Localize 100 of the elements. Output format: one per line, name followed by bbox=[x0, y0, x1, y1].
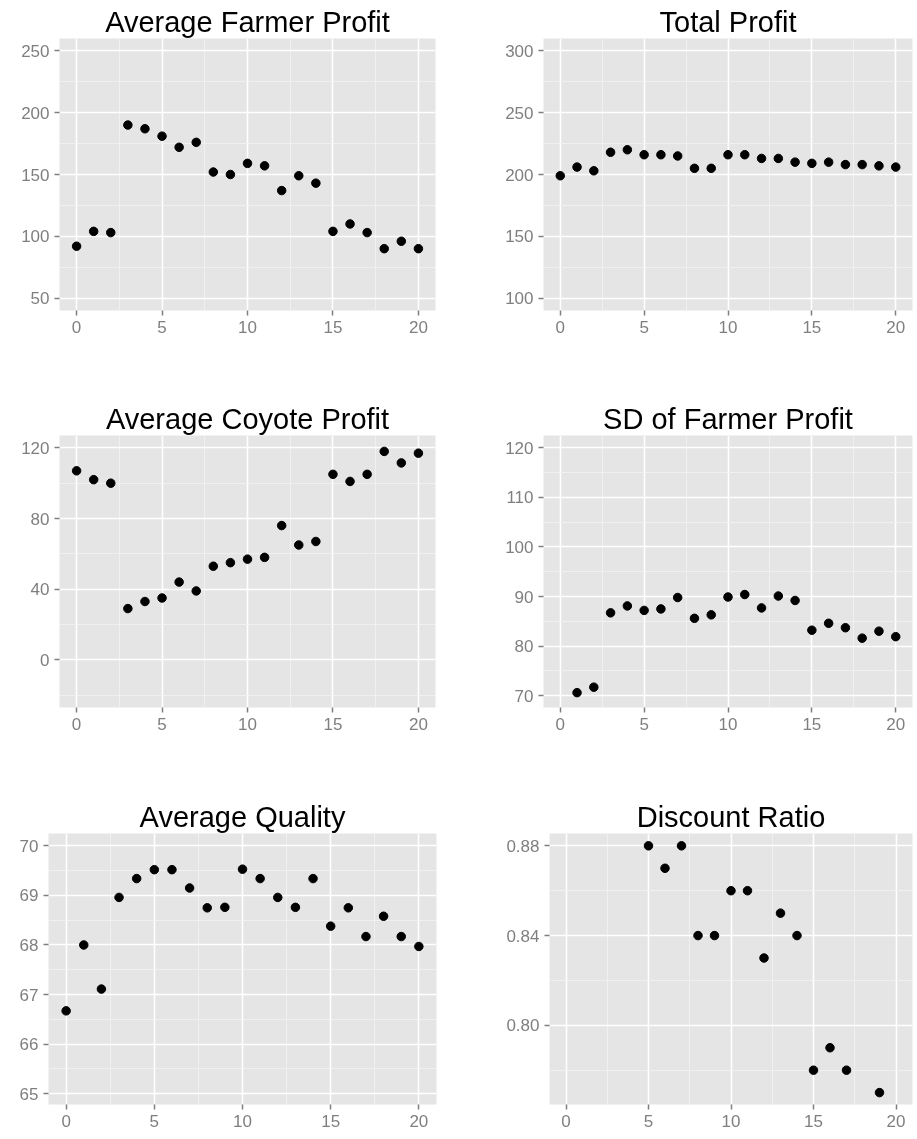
point bbox=[220, 902, 230, 913]
x-tick-label: 20 bbox=[409, 1111, 429, 1131]
point bbox=[157, 593, 167, 603]
chart-title: Average Farmer Profit bbox=[105, 6, 390, 38]
point bbox=[396, 931, 406, 942]
point bbox=[140, 124, 150, 134]
point bbox=[857, 159, 867, 170]
point bbox=[605, 608, 616, 618]
point bbox=[396, 236, 407, 247]
point bbox=[790, 157, 800, 167]
point bbox=[693, 930, 703, 941]
x-tick-label: 5 bbox=[643, 1111, 654, 1131]
point bbox=[191, 586, 201, 596]
point bbox=[413, 448, 424, 458]
y-tick-label: 0.84 bbox=[506, 926, 540, 946]
point bbox=[807, 158, 817, 169]
point bbox=[311, 178, 321, 188]
point bbox=[706, 610, 716, 620]
point bbox=[773, 591, 784, 601]
point bbox=[225, 557, 236, 568]
x-tick-label: 0 bbox=[561, 1111, 571, 1131]
point bbox=[726, 885, 736, 896]
point bbox=[345, 219, 355, 229]
point bbox=[140, 596, 150, 607]
point bbox=[808, 1065, 819, 1075]
point bbox=[672, 592, 683, 603]
point bbox=[259, 161, 270, 171]
point bbox=[742, 885, 753, 896]
point bbox=[237, 864, 248, 874]
point bbox=[242, 554, 253, 564]
y-tick-label: 110 bbox=[506, 488, 534, 508]
point bbox=[191, 137, 201, 148]
point bbox=[123, 603, 133, 614]
x-tick-label: 10 bbox=[718, 714, 738, 734]
point bbox=[208, 167, 219, 177]
point bbox=[413, 243, 424, 254]
y-tick-label: 90 bbox=[514, 587, 534, 607]
point bbox=[106, 478, 116, 488]
point bbox=[174, 577, 184, 587]
y-tick-label: 68 bbox=[19, 935, 39, 955]
point bbox=[773, 153, 784, 164]
point bbox=[740, 589, 750, 600]
point bbox=[775, 908, 786, 918]
y-tick-label: 250 bbox=[21, 41, 50, 61]
point bbox=[874, 1087, 885, 1098]
point bbox=[276, 520, 287, 531]
x-tick-label: 15 bbox=[802, 714, 822, 734]
x-tick-label: 5 bbox=[157, 714, 167, 734]
y-tick-label: 200 bbox=[505, 165, 534, 185]
x-tick-label: 0 bbox=[555, 317, 566, 337]
y-tick-label: 250 bbox=[505, 103, 534, 123]
point bbox=[378, 911, 389, 921]
x-tick-label: 10 bbox=[721, 1111, 741, 1131]
point bbox=[823, 157, 834, 167]
point bbox=[259, 552, 270, 563]
point bbox=[255, 873, 265, 884]
x-tick-label: 10 bbox=[718, 317, 738, 337]
x-tick-label: 5 bbox=[639, 317, 649, 337]
point bbox=[605, 147, 616, 157]
x-tick-label: 20 bbox=[886, 1111, 906, 1131]
point bbox=[88, 474, 99, 485]
x-tick-label: 10 bbox=[238, 714, 257, 734]
y-tick-label: 80 bbox=[514, 637, 534, 657]
point bbox=[689, 613, 700, 624]
point bbox=[362, 227, 372, 238]
x-tick-label: 15 bbox=[321, 1111, 341, 1131]
point bbox=[672, 151, 683, 161]
point bbox=[208, 561, 219, 571]
y-tick-label: 67 bbox=[19, 985, 39, 1005]
point bbox=[660, 863, 670, 874]
point bbox=[290, 902, 301, 913]
point bbox=[294, 170, 304, 181]
point bbox=[276, 185, 287, 196]
point bbox=[874, 626, 884, 636]
point bbox=[123, 120, 133, 130]
point bbox=[589, 166, 599, 176]
point bbox=[328, 226, 338, 237]
y-tick-label: 0 bbox=[40, 650, 50, 670]
y-tick-label: 0.80 bbox=[506, 1016, 540, 1036]
point bbox=[723, 149, 733, 160]
point bbox=[174, 142, 184, 153]
y-tick-label: 65 bbox=[19, 1084, 39, 1104]
y-tick-label: 100 bbox=[505, 289, 534, 309]
x-tick-label: 10 bbox=[233, 1111, 252, 1131]
point bbox=[656, 149, 666, 160]
y-tick-label: 100 bbox=[21, 227, 50, 247]
point bbox=[294, 540, 304, 550]
x-tick-label: 0 bbox=[71, 317, 82, 337]
point bbox=[379, 243, 389, 254]
point bbox=[740, 149, 750, 160]
point bbox=[88, 226, 99, 237]
x-tick-label: 0 bbox=[71, 714, 82, 734]
point bbox=[823, 618, 834, 629]
point bbox=[308, 873, 318, 884]
point bbox=[79, 940, 89, 950]
point bbox=[184, 883, 195, 893]
x-tick-label: 5 bbox=[149, 1111, 160, 1131]
y-tick-label: 70 bbox=[19, 836, 39, 856]
chart-title: Discount Ratio bbox=[636, 801, 826, 833]
point bbox=[807, 625, 817, 635]
